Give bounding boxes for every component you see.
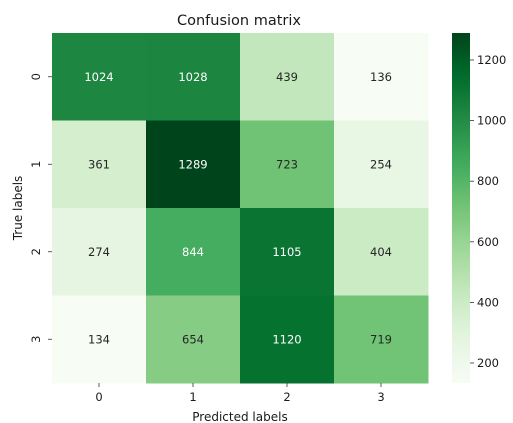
cell-value-label: 1024 xyxy=(84,70,113,84)
heatmap-cell xyxy=(334,120,429,209)
cell-value-label: 844 xyxy=(182,245,204,259)
y-axis-label: True labels xyxy=(11,176,25,242)
x-tick-label: 0 xyxy=(95,390,102,404)
y-tick-label: 0 xyxy=(29,73,43,80)
heatmap-cell xyxy=(52,33,147,121)
heatmap-cell xyxy=(146,208,241,296)
cell-value-label: 274 xyxy=(88,245,110,259)
cell-value-label: 404 xyxy=(370,245,392,259)
x-axis-label: Predicted labels xyxy=(192,410,287,423)
x-tick-label: 1 xyxy=(189,390,196,404)
heatmap-cell xyxy=(334,33,429,121)
heatmap-cell xyxy=(146,295,241,384)
colorbar-tick-label: 600 xyxy=(477,235,499,249)
heatmap-cell xyxy=(52,120,147,209)
colorbar-tick-label: 200 xyxy=(477,356,499,370)
cell-value-label: 1105 xyxy=(272,245,301,259)
cell-value-label: 719 xyxy=(370,332,392,346)
y-axis-ticks: 0 1 2 3 xyxy=(29,73,52,343)
colorbar-tick-label: 800 xyxy=(477,174,499,188)
heatmap-cell xyxy=(240,120,335,209)
cell-value-label: 361 xyxy=(88,157,110,171)
heatmap-cells: 1024 1028 439 136 361 1289 723 254 274 844 1105 404… xyxy=(52,33,429,384)
chart-title: Confusion matrix xyxy=(177,13,301,29)
y-tick-label: 3 xyxy=(29,336,43,343)
cell-value-label: 439 xyxy=(276,70,298,84)
colorbar-ticks: 200 400 600 800 1000 1200 xyxy=(470,53,506,370)
x-tick-label: 2 xyxy=(283,390,290,404)
x-tick-label: 3 xyxy=(377,390,384,404)
y-tick-label: 1 xyxy=(29,161,43,168)
heatmap-cell xyxy=(334,295,429,384)
cell-value-label: 654 xyxy=(182,332,204,346)
heatmap-cell xyxy=(146,33,241,121)
cell-value-label: 1289 xyxy=(178,157,207,171)
heatmap-cell xyxy=(240,33,335,121)
heatmap-cell xyxy=(52,295,147,384)
cell-value-label: 1028 xyxy=(178,70,207,84)
heatmap-cell xyxy=(146,120,241,209)
heatmap-cell xyxy=(52,208,147,296)
heatmap-cell xyxy=(240,295,335,384)
colorbar xyxy=(452,33,470,383)
colorbar-tick-label: 400 xyxy=(477,295,499,309)
y-tick-label: 2 xyxy=(29,248,43,255)
colorbar-tick-label: 1000 xyxy=(477,114,506,128)
cell-value-label: 1120 xyxy=(272,332,301,346)
colorbar-tick-label: 1200 xyxy=(477,53,506,67)
heatmap-cell xyxy=(240,208,335,296)
cell-value-label: 134 xyxy=(88,332,110,346)
heatmap-cell xyxy=(334,208,429,296)
cell-value-label: 723 xyxy=(276,157,298,171)
x-axis-ticks: 0 1 2 3 xyxy=(95,383,385,404)
cell-value-label: 254 xyxy=(370,157,392,171)
cell-value-label: 136 xyxy=(370,70,392,84)
